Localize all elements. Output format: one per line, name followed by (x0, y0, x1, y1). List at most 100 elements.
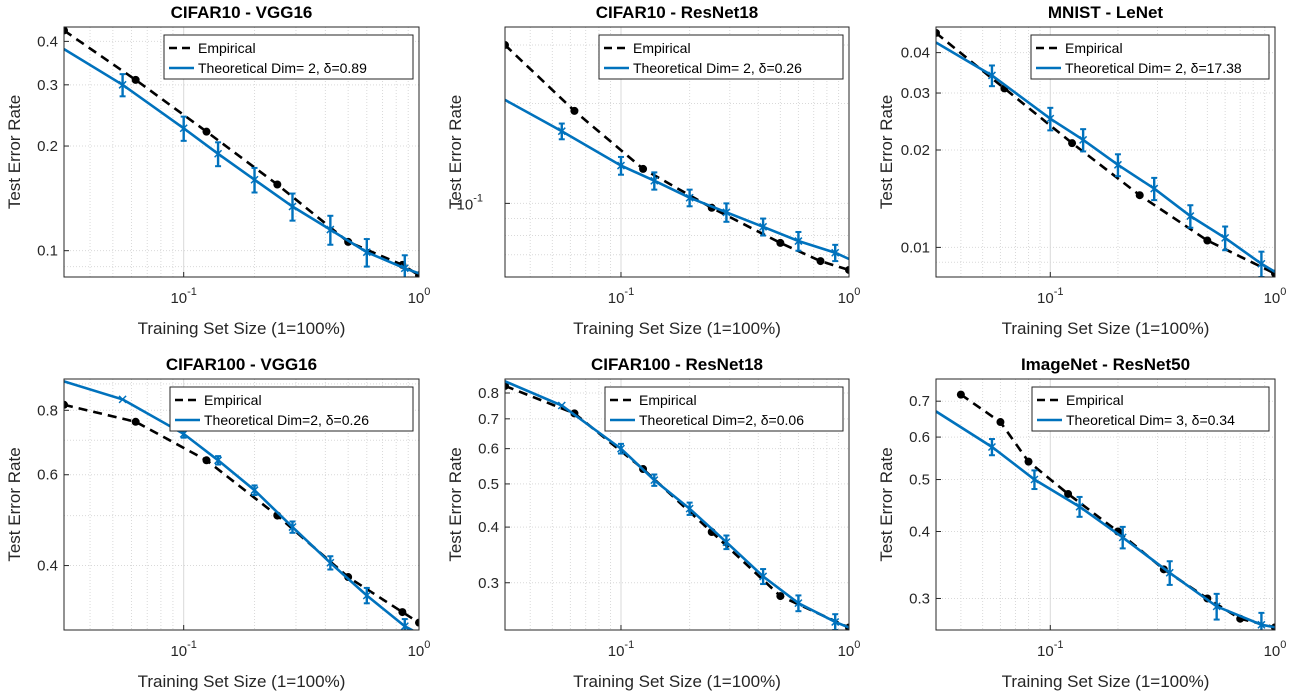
empirical-line (505, 384, 849, 629)
empirical-point (415, 618, 419, 627)
theoretical-point (794, 237, 803, 246)
theoretical-point (685, 193, 694, 202)
empirical-point (845, 265, 849, 274)
theoretical-point (685, 504, 694, 513)
theoretical-point (1075, 502, 1084, 511)
legend: Empirical Theoretical Dim=2, δ=0.06 (604, 386, 844, 432)
theoretical-line (505, 380, 849, 629)
theoretical-point (987, 71, 996, 80)
empirical-point (776, 592, 785, 601)
y-axis-label: Test Error Rate (5, 447, 24, 561)
empirical-point (131, 75, 140, 84)
theoretical-point (1079, 135, 1088, 144)
y-tick-label: 0.3 (909, 590, 930, 607)
x-tick-label: 100 (408, 286, 431, 307)
chart-title: CIFAR100 - ResNet18 (591, 355, 763, 374)
y-tick-label: 0.4 (909, 523, 930, 540)
y-axis-label: Test Error Rate (877, 447, 896, 561)
x-axis-label: Training Set Size (1=100%) (573, 319, 781, 338)
y-tick-label: 0.3 (37, 77, 58, 94)
y-tick-label: 0.02 (901, 142, 930, 159)
x-axis-label: Training Set Size (1=100%) (573, 672, 781, 691)
y-tick-label: 0.5 (478, 476, 499, 493)
legend-label: Theoretical Dim= 2, δ=17.38 (1065, 60, 1242, 76)
theoretical-point (1212, 602, 1221, 611)
chart-title: CIFAR100 - VGG16 (166, 355, 317, 374)
theoretical-point (1118, 533, 1127, 542)
theoretical-point (1257, 620, 1266, 629)
theoretical-point (400, 622, 409, 630)
axes-box (504, 378, 850, 631)
legend: Empirical Theoretical Dim=2, δ=0.26 (169, 386, 414, 432)
x-tick-label: 100 (1264, 286, 1287, 307)
y-tick-label: 0.4 (37, 33, 58, 50)
theoretical-point (1221, 233, 1230, 242)
empirical-point (1135, 191, 1144, 200)
x-tick-label: 10-1 (608, 286, 634, 307)
empirical-point (64, 400, 68, 409)
axes-box (935, 26, 1276, 278)
empirical-line (936, 31, 1275, 275)
y-tick-label: 0.01 (901, 239, 930, 256)
legend-label: Empirical (633, 40, 691, 56)
theoretical-point (362, 591, 371, 600)
y-tick-label: 0.8 (478, 385, 499, 402)
legend-label: Empirical (639, 392, 697, 408)
y-axis-label: Test Error Rate (446, 447, 465, 561)
theoretical-line (936, 41, 1275, 274)
chart-panel-4: 10-1 100 0.4 0.6 0.8 CIFAR100 - VGG16 Training… (5, 355, 430, 691)
theoretical-point (557, 127, 566, 136)
chart-title: ImageNet - ResNet50 (1021, 355, 1190, 374)
theoretical-point (616, 161, 626, 170)
legend-label: Theoretical Dim= 2, δ=0.89 (198, 60, 367, 76)
theoretical-point (250, 175, 259, 184)
theoretical-point (794, 599, 803, 608)
chart-panel-6: 10-1 100 0.3 0.4 0.5 0.6 0.7 ImageNet - ResNet5… (877, 355, 1286, 691)
theoretical-point (288, 523, 297, 532)
axes-box (63, 26, 420, 278)
legend-label: Theoretical Dim= 3, δ=0.34 (1066, 412, 1235, 428)
chart-panel-1: 10-1 100 0.1 0.2 0.3 0.4 CIFAR10 - VGG16 Traini… (5, 3, 430, 338)
y-tick-label: 0.7 (478, 411, 499, 428)
theoretical-point (722, 538, 731, 547)
x-axis-label: Training Set Size (1=100%) (138, 672, 346, 691)
legend: Empirical Theoretical Dim= 2, δ=0.26 (598, 34, 844, 80)
y-tick-label: 0.7 (909, 393, 930, 410)
theoretical-point (1113, 160, 1122, 169)
theoretical-point (362, 248, 371, 257)
y-axis-label: Test Error Rate (446, 95, 465, 209)
empirical-point (570, 106, 579, 115)
y-tick-label: 0.5 (909, 472, 930, 489)
y-tick-label: 0.6 (478, 441, 499, 458)
x-tick-label: 10-1 (170, 286, 196, 307)
y-tick-label: 0.6 (37, 467, 58, 484)
theoretical-line (64, 380, 415, 630)
empirical-point (936, 28, 940, 37)
theoretical-point (400, 264, 409, 273)
axes-box (504, 26, 850, 278)
theoretical-point (650, 476, 659, 485)
chart-panel-5: 10-1 100 0.3 0.4 0.5 0.6 0.7 0.8 CIFAR100 - ResN… (446, 355, 860, 691)
chart-title: CIFAR10 - ResNet18 (596, 3, 759, 22)
theoretical-point (557, 401, 566, 410)
x-axis-label: Training Set Size (1=100%) (1002, 319, 1210, 338)
empirical-point (202, 456, 211, 465)
empirical-point (639, 164, 648, 173)
legend: Empirical Theoretical Dim= 2, δ=17.38 (1030, 34, 1270, 80)
legend-label: Theoretical Dim=2, δ=0.06 (639, 412, 804, 428)
theoretical-point (326, 225, 335, 234)
legend-label: Theoretical Dim=2, δ=0.26 (204, 412, 369, 428)
theoretical-point (250, 486, 259, 495)
empirical-point (273, 180, 282, 189)
empirical-point (996, 418, 1005, 427)
x-tick-label: 100 (838, 286, 861, 307)
legend-label: Theoretical Dim= 2, δ=0.26 (633, 60, 802, 76)
y-axis-label: Test Error Rate (5, 95, 24, 209)
axes-box (63, 378, 420, 631)
empirical-point (1024, 457, 1033, 466)
empirical-point (1064, 489, 1073, 498)
legend-label: Empirical (204, 392, 262, 408)
empirical-point (816, 257, 825, 266)
empirical-point (505, 41, 509, 50)
